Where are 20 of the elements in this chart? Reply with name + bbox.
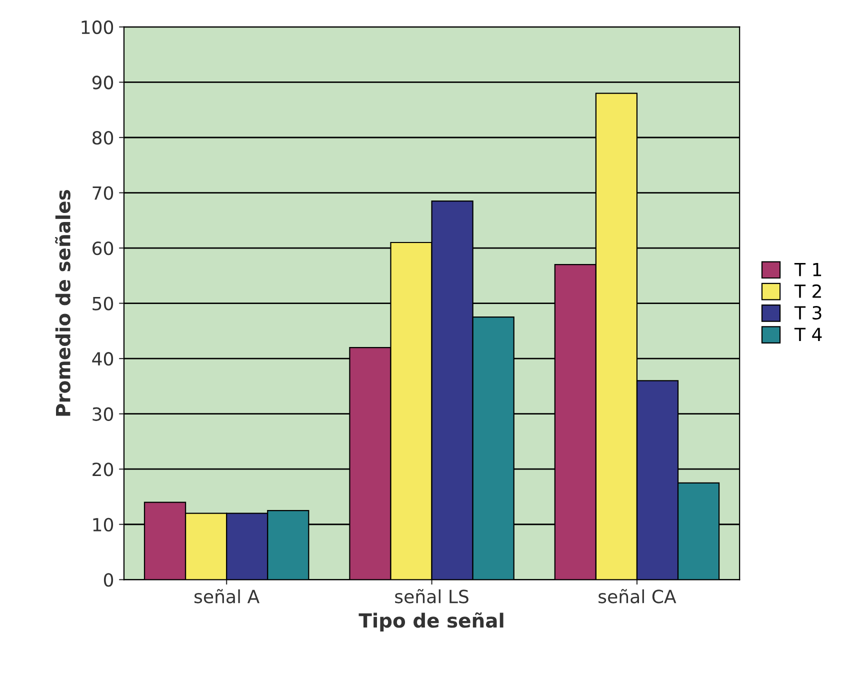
legend-label: T 4 — [794, 328, 822, 341]
x-axis-title: Tipo de señal — [358, 612, 504, 632]
legend-label: T 1 — [794, 262, 822, 276]
y-axis-title: Promedio de señales — [55, 190, 70, 416]
y-tick-label: 100 — [82, 20, 114, 34]
y-tick-label: 70 — [92, 186, 114, 200]
y-tick-label: 10 — [93, 518, 114, 532]
y-tick-label: 20 — [92, 462, 114, 476]
y-tick-label: 90 — [92, 76, 114, 90]
y-tick-label: 50 — [92, 296, 114, 310]
y-tick-label: 0 — [104, 573, 114, 587]
y-tick-label: 80 — [92, 130, 114, 145]
y-tick-label: 40 — [92, 352, 114, 366]
x-tick-label: señal CA — [598, 589, 676, 604]
legend-label: T 2 — [794, 284, 821, 298]
y-tick-label: 30 — [92, 407, 114, 421]
legend-label: T 3 — [794, 306, 822, 320]
y-tick-label: 60 — [92, 241, 114, 256]
x-tick-label: señal A — [194, 589, 260, 604]
x-tick-label: señal LS — [395, 589, 468, 604]
